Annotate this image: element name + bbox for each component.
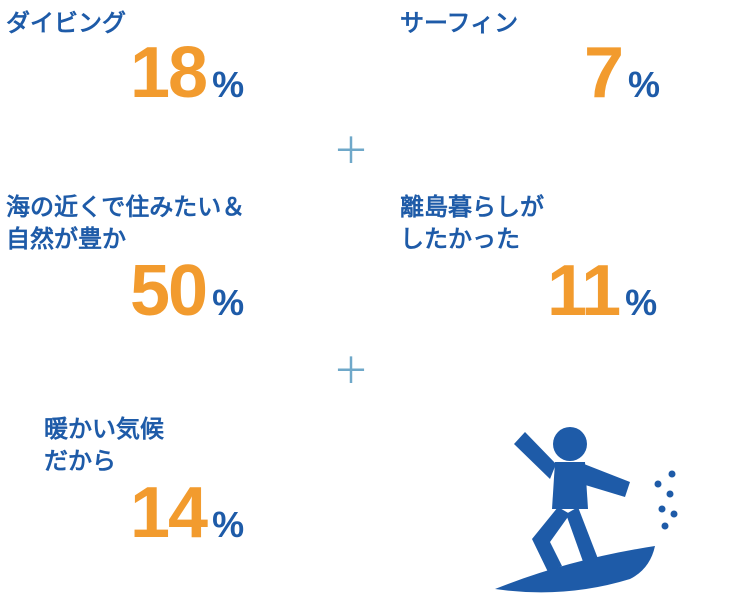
value-pct-island-life: % bbox=[625, 282, 657, 324]
value-pct-near-sea: % bbox=[212, 282, 244, 324]
label-surfing: サーフィン bbox=[400, 8, 518, 40]
stat-warm-climate: 暖かい気候 だから bbox=[44, 414, 164, 479]
value-pct-warm-climate: % bbox=[212, 504, 244, 546]
label-diving: ダイビング bbox=[6, 8, 126, 40]
value-num-warm-climate: 14 bbox=[130, 472, 206, 554]
stat-island-life: 離島暮らしが したかった bbox=[400, 192, 544, 257]
value-pct-diving: % bbox=[212, 64, 244, 106]
label-warm-climate: 暖かい気候 だから bbox=[44, 414, 164, 479]
surfer-icon bbox=[470, 414, 680, 604]
value-diving: 18 % bbox=[130, 32, 244, 114]
stat-near-sea: 海の近くで住みたい＆ 自然が豊か bbox=[6, 192, 245, 257]
value-island-life: 11 % bbox=[547, 250, 657, 332]
plus-sign-2: ＋ bbox=[333, 342, 369, 394]
value-num-island-life: 11 bbox=[547, 250, 619, 332]
plus-sign-1: ＋ bbox=[333, 122, 369, 174]
value-pct-surfing: % bbox=[628, 64, 660, 106]
stat-diving: ダイビング bbox=[6, 8, 126, 40]
label-near-sea: 海の近くで住みたい＆ 自然が豊か bbox=[6, 192, 245, 257]
value-surfing: 7 % bbox=[584, 32, 660, 114]
value-num-surfing: 7 bbox=[584, 32, 622, 114]
value-num-near-sea: 50 bbox=[130, 250, 206, 332]
value-warm-climate: 14 % bbox=[130, 472, 244, 554]
stat-surfing: サーフィン bbox=[400, 8, 518, 40]
value-near-sea: 50 % bbox=[130, 250, 244, 332]
label-island-life: 離島暮らしが したかった bbox=[400, 192, 544, 257]
value-num-diving: 18 bbox=[130, 32, 206, 114]
